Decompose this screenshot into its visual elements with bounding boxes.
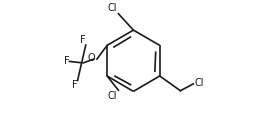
- Text: Cl: Cl: [194, 78, 204, 88]
- Text: F: F: [80, 35, 86, 45]
- Text: O: O: [88, 53, 95, 63]
- Text: Cl: Cl: [108, 91, 117, 101]
- Text: Cl: Cl: [108, 3, 117, 13]
- Text: F: F: [64, 56, 69, 66]
- Text: F: F: [72, 80, 77, 90]
